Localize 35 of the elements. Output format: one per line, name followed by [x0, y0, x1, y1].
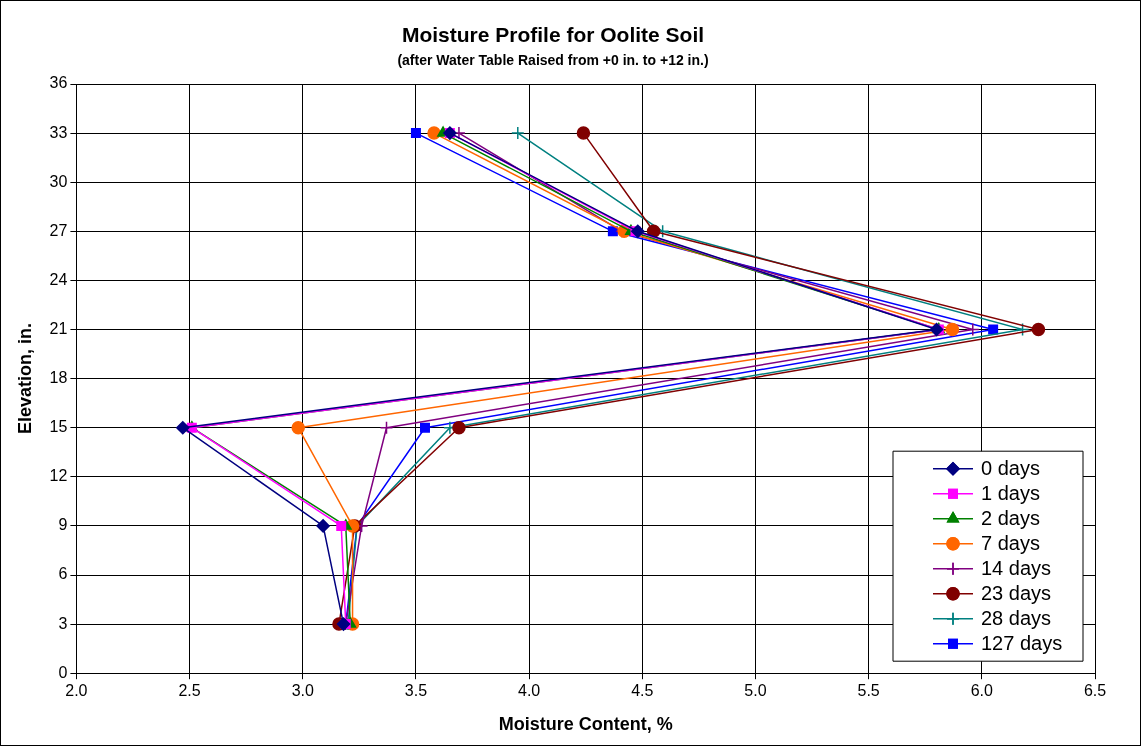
chart-subtitle: (after Water Table Raised from +0 in. to +12 in.)	[397, 52, 709, 69]
x-tick-label: 4.0	[517, 682, 541, 700]
y-tick-label: 24	[49, 270, 68, 288]
y-tick-label: 9	[58, 516, 68, 534]
legend-label: 1 days	[981, 482, 1040, 505]
legend-label: 127 days	[981, 632, 1063, 655]
x-axis-title: Moisture Content, %	[498, 714, 673, 735]
y-tick-label: 0	[58, 663, 68, 681]
y-tick-label: 33	[49, 123, 68, 141]
x-tick-label: 4.5	[631, 682, 654, 700]
legend-label: 14 days	[981, 557, 1052, 580]
x-tick-label: 6.5	[1083, 682, 1107, 700]
y-tick-label: 12	[49, 467, 68, 485]
chart-title: Moisture Profile for Oolite Soil	[401, 23, 705, 47]
y-tick-label: 15	[49, 418, 68, 436]
x-tick-label: 5.5	[857, 682, 880, 700]
x-tick-label: 6.0	[970, 682, 994, 700]
y-tick-label: 21	[49, 319, 68, 337]
y-tick-label: 27	[49, 221, 68, 239]
legend-label: 7 days	[981, 532, 1040, 555]
legend-label: 23 days	[981, 582, 1052, 605]
x-tick-label: 2.0	[65, 682, 88, 700]
x-tick-label: 3.0	[291, 682, 314, 700]
y-tick-label: 3	[58, 614, 68, 632]
legend-label: 0 days	[981, 457, 1040, 480]
y-tick-label: 36	[49, 74, 68, 92]
y-axis-title: Elevation, in.	[14, 323, 35, 435]
y-tick-label: 30	[49, 172, 68, 190]
x-tick-label: 2.5	[178, 682, 201, 700]
legend-label: 28 days	[981, 607, 1052, 630]
x-tick-label: 3.5	[404, 682, 428, 700]
y-tick-label: 18	[49, 369, 68, 387]
x-tick-label: 5.0	[744, 682, 767, 700]
legend-label: 2 days	[981, 507, 1040, 530]
y-tick-label: 6	[58, 565, 68, 583]
